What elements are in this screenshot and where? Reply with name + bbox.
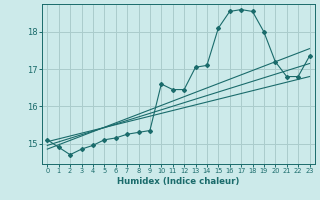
X-axis label: Humidex (Indice chaleur): Humidex (Indice chaleur)	[117, 177, 240, 186]
